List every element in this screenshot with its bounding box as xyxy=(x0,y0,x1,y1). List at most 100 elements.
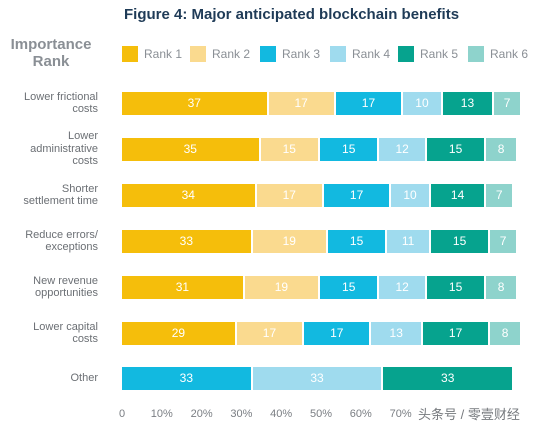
bar-value-label: 17 xyxy=(361,95,376,110)
x-tick-label: 50% xyxy=(309,408,333,420)
bar-segment xyxy=(260,137,318,161)
x-tick-label: 60% xyxy=(349,408,372,420)
category-label-line: administrative xyxy=(30,142,98,155)
bar-segment xyxy=(430,183,485,207)
bar-segment xyxy=(486,137,516,161)
x-tick-label: 20% xyxy=(190,408,213,420)
bar-segment xyxy=(387,229,429,253)
bar-value-label: 33 xyxy=(179,233,194,248)
legend-label: Rank 5 xyxy=(420,47,459,61)
bar-segment xyxy=(252,229,326,253)
legend-label: Rank 4 xyxy=(352,47,391,61)
legend-label: Rank 2 xyxy=(212,47,251,61)
legend-title-line-1: Importance xyxy=(10,36,92,53)
legend-swatch xyxy=(260,46,276,62)
category-label-line: exceptions xyxy=(45,241,98,253)
bar-value-label: 15 xyxy=(452,233,467,248)
bar-segment xyxy=(442,91,493,115)
bar-segment xyxy=(320,137,378,161)
bar-value-label: 34 xyxy=(181,187,195,202)
bar-segment xyxy=(430,229,489,253)
x-tick-label: 0 xyxy=(118,408,126,420)
category-label: Lower frictional costs xyxy=(4,91,98,116)
bar-segment xyxy=(122,366,251,390)
bar-segment xyxy=(379,275,425,299)
bar-value-label: 17 xyxy=(349,187,364,202)
legend-label: Rank 6 xyxy=(490,47,529,61)
legend-swatch xyxy=(468,46,484,62)
bar-value-label: 13 xyxy=(460,95,475,110)
legend-title: Importance Rank xyxy=(4,36,98,70)
category-label: Other xyxy=(4,372,98,385)
bar-value-label: 17 xyxy=(262,325,277,340)
category-label: Lower capital costs xyxy=(4,321,98,346)
bar-value-label: 31 xyxy=(175,279,190,294)
bar-segment xyxy=(122,275,243,299)
bar-segment xyxy=(122,137,259,161)
bar-segment xyxy=(122,183,255,207)
bar-segment xyxy=(335,91,402,115)
bar-segment xyxy=(244,275,318,299)
category-label: New revenue opportunities xyxy=(4,275,98,300)
bar-segment xyxy=(268,91,334,115)
bar-value-label: 17 xyxy=(294,95,308,110)
bar-value-label: 17 xyxy=(448,325,463,340)
bar-segment xyxy=(327,229,386,253)
bar-value-label: 19 xyxy=(274,279,289,294)
bar-value-label: 29 xyxy=(171,325,186,340)
bar-segment xyxy=(122,321,235,345)
bar-value-label: 14 xyxy=(450,187,465,202)
bar-segment xyxy=(236,321,303,345)
x-tick-label: 70% xyxy=(389,408,412,420)
legend-swatch xyxy=(398,46,414,62)
bar-value-label: 15 xyxy=(349,233,364,248)
bar-value-label: 17 xyxy=(330,325,344,340)
bar-value-label: 12 xyxy=(395,279,409,294)
bar-segment xyxy=(426,275,485,299)
bar-segment xyxy=(426,137,485,161)
bar-segment xyxy=(391,183,429,207)
category-label-line: settlement time xyxy=(23,195,98,207)
bar-value-label: 15 xyxy=(342,279,356,294)
watermark: 头条号 / 零壹财经 xyxy=(418,407,520,422)
bar-value-label: 7 xyxy=(499,233,507,248)
bar-segment xyxy=(122,91,267,115)
bar-segment xyxy=(304,321,370,345)
bar-value-label: 35 xyxy=(183,141,197,156)
bar-segment xyxy=(486,275,516,299)
legend-swatch xyxy=(330,46,346,62)
bar-value-label: 15 xyxy=(448,141,463,156)
bar-value-label: 8 xyxy=(497,279,505,294)
legend-swatch xyxy=(190,46,206,62)
bar-segment xyxy=(371,321,421,345)
bar-value-label: 33 xyxy=(179,370,194,385)
category-label-line: Lower frictional xyxy=(24,90,98,103)
legend-label: Rank 1 xyxy=(144,47,183,61)
bar-value-label: 12 xyxy=(395,141,409,156)
chart-title: Figure 4: Major anticipated blockchain b… xyxy=(124,6,460,23)
bar-value-label: 15 xyxy=(448,279,463,294)
category-label-line: Shorter xyxy=(61,182,98,195)
x-tick-label: 10% xyxy=(150,408,173,420)
bar-segment xyxy=(422,321,489,345)
bar-segment xyxy=(383,366,513,390)
legend-label: Rank 3 xyxy=(282,47,321,61)
legend-title-line-2: Rank xyxy=(32,53,70,70)
bar-value-label: 37 xyxy=(187,95,201,110)
bar-value-label: 13 xyxy=(389,325,403,340)
bar-value-label: 33 xyxy=(310,370,324,385)
legend-swatch xyxy=(122,46,138,62)
bar-value-label: 7 xyxy=(495,187,503,202)
category-label-line: Other xyxy=(70,371,98,384)
category-label-line: Lower capital xyxy=(33,320,98,333)
x-tick-label: 30% xyxy=(230,408,253,420)
category-label-line: New revenue xyxy=(33,274,98,287)
bar-segment xyxy=(252,366,382,390)
bar-segment xyxy=(320,275,378,299)
bar-value-label: 17 xyxy=(282,187,296,202)
category-label: Reduce errors/exceptions xyxy=(4,229,98,254)
bar-segment xyxy=(323,183,390,207)
category-label-line: Reduce errors/ xyxy=(25,228,98,241)
bar-value-label: 15 xyxy=(342,141,356,156)
